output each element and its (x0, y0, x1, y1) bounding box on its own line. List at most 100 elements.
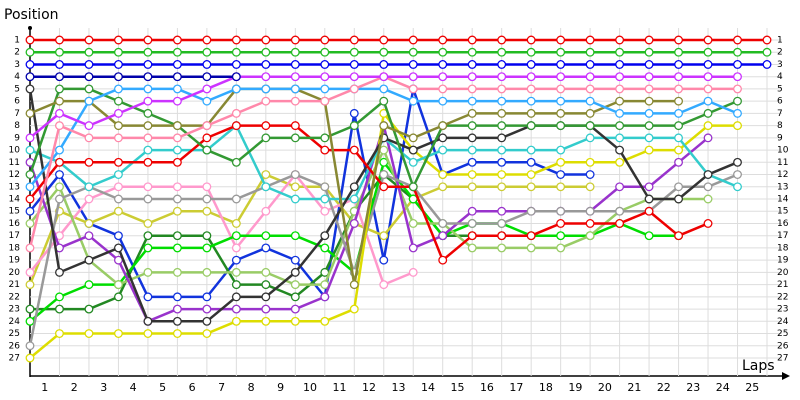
lap-point (290, 267, 300, 277)
lap-point (143, 194, 153, 204)
y-tick-label: 16 (9, 219, 21, 229)
lap-point (143, 47, 153, 57)
lap-point (320, 35, 330, 45)
lap-point (55, 96, 64, 106)
lap-point (320, 60, 330, 69)
y-tick-label-right: 1 (777, 36, 783, 46)
lap-point (615, 96, 625, 106)
lap-point (143, 243, 153, 253)
lap-point (143, 108, 153, 118)
lap-point (143, 292, 153, 302)
lap-point (172, 84, 182, 94)
y-tick-label: 22 (9, 292, 20, 302)
lap-point (526, 84, 536, 94)
lap-point (25, 267, 35, 277)
y-tick-label: 2 (14, 48, 20, 58)
lap-point (25, 72, 35, 82)
y-tick-label: 12 (9, 170, 20, 180)
lap-point (143, 35, 153, 45)
lap-point (202, 292, 212, 302)
lap-point (25, 316, 35, 326)
lap-point (674, 133, 684, 143)
lap-point (379, 280, 389, 290)
lap-point (438, 35, 448, 45)
lap-point (556, 170, 566, 179)
lap-point (113, 206, 123, 216)
lap-point (84, 182, 94, 192)
lap-point (261, 206, 271, 216)
lap-point (674, 108, 684, 118)
lap-point (231, 219, 241, 228)
lap-point (408, 72, 418, 82)
lap-point (526, 47, 536, 57)
y-tick-label-right: 15 (777, 207, 788, 217)
lap-point (644, 60, 654, 69)
lap-point (113, 280, 123, 290)
lap-point (55, 84, 64, 94)
lap-point (113, 243, 123, 253)
lap-point (526, 182, 536, 192)
lap-point (438, 170, 448, 179)
lap-point (143, 133, 153, 143)
lap-point (202, 84, 212, 94)
lap-point (644, 121, 654, 131)
y-tick-label-right: 24 (777, 317, 789, 327)
lap-point (261, 243, 271, 253)
lap-point (261, 231, 271, 241)
lap-point (84, 280, 94, 290)
lap-point (438, 121, 448, 131)
lap-point (320, 84, 330, 94)
lap-point (438, 255, 448, 265)
y-tick-label: 19 (9, 256, 21, 266)
lap-point (349, 108, 359, 118)
x-tick-label: 23 (686, 381, 700, 394)
y-tick-label-right: 21 (777, 280, 788, 290)
lap-point (556, 72, 566, 82)
x-tick-label: 11 (333, 381, 347, 394)
lap-point (408, 267, 418, 277)
lap-point (703, 108, 713, 118)
lap-point (556, 231, 566, 241)
lap-point (113, 47, 123, 57)
lap-point (55, 292, 64, 302)
lap-point (585, 47, 595, 57)
lap-point (143, 84, 153, 94)
lap-point (113, 329, 123, 338)
lap-point (379, 60, 389, 69)
lap-point (585, 182, 595, 192)
lap-point (408, 84, 418, 94)
y-tick-label-right: 18 (777, 243, 789, 253)
y-tick-label: 3 (14, 60, 20, 70)
lap-point (25, 194, 35, 204)
y-tick-label-right: 4 (777, 72, 783, 82)
x-tick-label: 14 (421, 381, 435, 394)
lap-point (84, 194, 94, 204)
lap-point (733, 108, 742, 118)
lap-point (438, 84, 448, 94)
lap-point (55, 182, 64, 192)
lap-point (172, 182, 182, 192)
lap-point (261, 316, 271, 326)
lap-point (172, 304, 182, 314)
lap-point (349, 60, 359, 69)
lap-point (349, 145, 359, 155)
x-tick-label: 12 (362, 381, 376, 394)
lap-point (585, 170, 595, 179)
lap-point (231, 157, 241, 167)
x-tick-label: 24 (716, 381, 730, 394)
lap-point (762, 60, 772, 69)
lap-point (733, 96, 742, 106)
lap-point (320, 194, 330, 204)
lap-point (231, 194, 241, 204)
y-tick-label: 21 (9, 280, 20, 290)
lap-point (202, 194, 212, 204)
lap-point (556, 60, 566, 69)
y-tick-label-right: 23 (777, 305, 788, 315)
lap-point (467, 219, 477, 228)
x-tick-label: 21 (627, 381, 641, 394)
lap-point (55, 170, 64, 179)
x-tick-label: 16 (480, 381, 494, 394)
lap-point (143, 316, 153, 326)
lap-point (379, 35, 389, 45)
lap-point (84, 219, 94, 228)
